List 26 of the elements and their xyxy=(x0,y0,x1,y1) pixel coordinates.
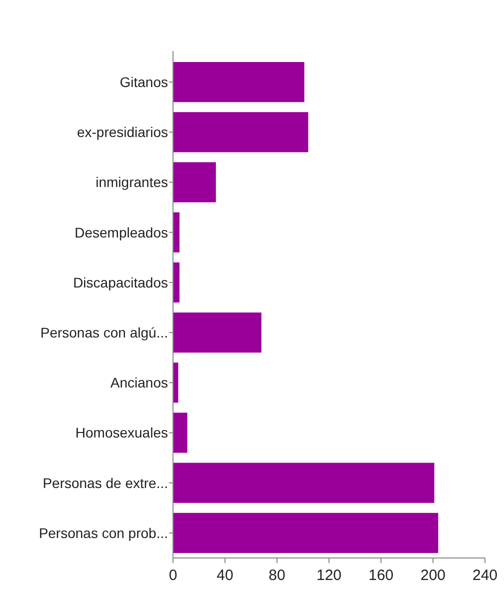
x-tick-label: 80 xyxy=(268,567,286,584)
x-tick-label: 0 xyxy=(168,567,178,584)
y-tick-label: Personas de extre... xyxy=(42,474,168,491)
bar xyxy=(173,212,180,252)
bar xyxy=(173,112,308,152)
x-tick-label: 120 xyxy=(316,567,342,584)
y-tick-label: Discapacitados xyxy=(73,274,168,290)
y-tick-label: Desempleados xyxy=(74,224,168,240)
x-tick-label: 160 xyxy=(368,567,394,584)
bar xyxy=(173,462,434,503)
y-tick-label: Gitanos xyxy=(120,74,168,90)
bar xyxy=(173,512,438,553)
y-tick-label: Homosexuales xyxy=(75,424,168,441)
bar xyxy=(173,312,262,353)
y-tick-label: Personas con prob... xyxy=(38,524,168,541)
bar xyxy=(173,412,188,453)
y-tick-label: inmigrantes xyxy=(96,174,168,190)
y-tick-label: Personas con algú... xyxy=(40,324,168,340)
bar xyxy=(173,62,304,102)
y-tick-label: ex-presidiarios xyxy=(76,124,168,140)
bar xyxy=(173,162,216,202)
x-tick-label: 240 xyxy=(472,567,498,584)
x-tick-label: 40 xyxy=(216,567,234,584)
x-tick-label: 200 xyxy=(420,567,446,584)
y-tick-label: Ancianos xyxy=(110,374,168,391)
bar xyxy=(173,262,180,302)
